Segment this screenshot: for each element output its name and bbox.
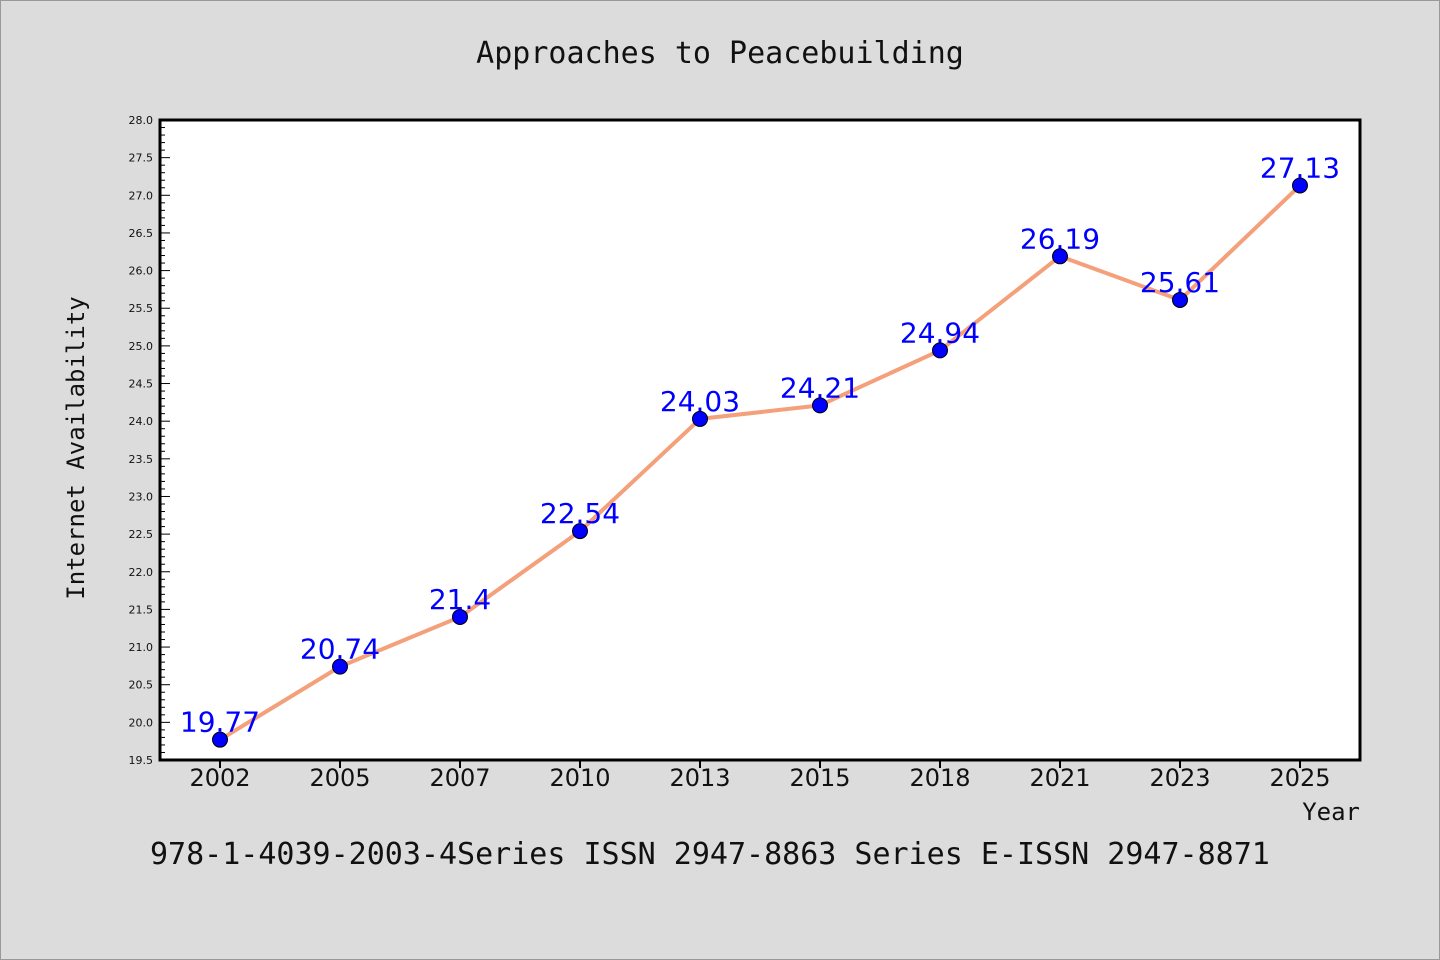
- series-line-group: 19.77 20.74 21.4 22.54 24.03 24.21 24.94 26.19 2…: [180, 152, 1340, 748]
- data-label: 26.19: [1020, 222, 1100, 255]
- y-tick-label: 24.0: [129, 415, 154, 428]
- data-point: [212, 731, 228, 748]
- y-tick-label: 23.5: [129, 453, 154, 466]
- x-axis: 2002 2005 2007 2010 2013 2015 2018 2021 2023 2025: [189, 760, 1331, 792]
- y-tick-label: 25.5: [129, 302, 154, 315]
- x-tick-label: 2013: [669, 764, 730, 792]
- y-tick-label: 28.0: [129, 114, 154, 127]
- x-tick-label: 2025: [1269, 764, 1330, 792]
- x-tick-label: 2018: [909, 764, 970, 792]
- y-tick-label: 21.5: [129, 603, 154, 616]
- data-point: [1172, 291, 1188, 308]
- y-axis-label: Internet Availability: [62, 296, 90, 599]
- plot-area: [158, 118, 1362, 762]
- y-tick-label: 26.5: [129, 227, 154, 240]
- data-point: [1292, 177, 1308, 194]
- x-tick-label: 2010: [549, 764, 610, 792]
- x-tick-label: 2007: [429, 764, 490, 792]
- data-point: [572, 523, 588, 540]
- y-tick-label: 21.0: [129, 641, 154, 654]
- y-tick-label: 27.0: [129, 189, 154, 202]
- y-tick-label: 20.0: [129, 716, 154, 729]
- y-tick-label: 22.5: [129, 528, 154, 541]
- data-label: 25.61: [1140, 266, 1220, 299]
- data-label: 24.03: [660, 385, 740, 418]
- data-point: [812, 397, 828, 414]
- data-label: 20.74: [300, 633, 380, 666]
- x-tick-label: 2005: [309, 764, 370, 792]
- x-tick-label: 2015: [789, 764, 850, 792]
- series-line: [218, 183, 1302, 742]
- x-tick-label: 2021: [1029, 764, 1090, 792]
- isbn-footer: 978-1-4039-2003-4Series ISSN 2947-8863 S…: [150, 837, 1270, 872]
- data-label: 19.77: [180, 706, 260, 739]
- x-tick-label: 2023: [1149, 764, 1210, 792]
- data-point: [452, 608, 468, 625]
- y-tick-label: 22.0: [129, 566, 154, 579]
- data-label: 21.4: [429, 583, 491, 616]
- y-tick-label: 26.0: [129, 265, 154, 278]
- data-point: [332, 658, 348, 675]
- data-point: [932, 342, 948, 359]
- y-tick-label: 23.0: [129, 490, 154, 503]
- chart-title: Approaches to Peacebuilding: [476, 36, 964, 71]
- x-tick-label: 2002: [189, 764, 250, 792]
- data-label: 22.54: [540, 497, 620, 530]
- y-tick-label: 20.5: [129, 679, 154, 692]
- data-label: 24.21: [780, 371, 860, 404]
- y-tick-label: 19.5: [129, 754, 154, 767]
- data-label: 27.13: [1260, 152, 1340, 185]
- y-tick-label: 25.0: [129, 340, 154, 353]
- data-label: 24.94: [900, 316, 980, 349]
- data-point: [1052, 248, 1068, 265]
- y-tick-label: 24.5: [129, 378, 154, 391]
- data-point: [692, 410, 708, 427]
- y-axis: 19.5 20.0 20.5 21.0 21.5 22.0 22.5 23.0 23.5 24.0…: [129, 114, 170, 767]
- y-tick-label: 27.5: [129, 152, 154, 165]
- x-axis-label: Year: [1302, 798, 1360, 826]
